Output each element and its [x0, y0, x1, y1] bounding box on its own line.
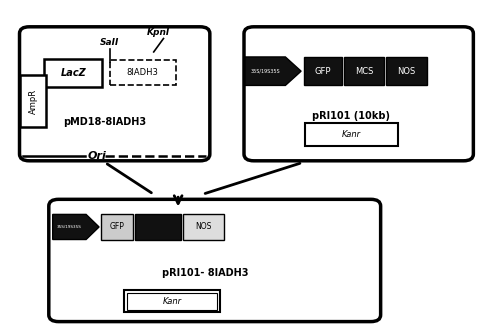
Bar: [386, 57, 427, 85]
Polygon shape: [245, 57, 301, 85]
FancyBboxPatch shape: [20, 27, 210, 161]
Text: NOS: NOS: [195, 222, 212, 231]
Bar: [305, 123, 398, 146]
Text: 35S/19S35S: 35S/19S35S: [57, 225, 82, 229]
Text: GFP: GFP: [314, 67, 331, 76]
Text: MCS: MCS: [355, 67, 373, 76]
Text: pRI101 (10kb): pRI101 (10kb): [312, 111, 390, 121]
Bar: [344, 57, 384, 85]
Text: 35S/19S35S: 35S/19S35S: [250, 69, 280, 74]
Bar: [304, 57, 342, 85]
FancyBboxPatch shape: [49, 199, 381, 322]
Bar: [20, 75, 46, 127]
Text: AmpR: AmpR: [29, 89, 38, 114]
Text: KpnI: KpnI: [147, 28, 170, 37]
Bar: [183, 214, 224, 240]
Bar: [110, 60, 176, 85]
Bar: [101, 214, 133, 240]
Bar: [124, 290, 220, 312]
Text: LacZ: LacZ: [61, 68, 86, 78]
Text: NOS: NOS: [397, 67, 416, 76]
Text: Kanr: Kanr: [163, 297, 182, 306]
Bar: [127, 293, 217, 310]
Polygon shape: [53, 214, 99, 240]
Text: Kanr: Kanr: [342, 130, 361, 139]
FancyBboxPatch shape: [244, 27, 473, 161]
Text: pMD18-8IADH3: pMD18-8IADH3: [63, 117, 146, 127]
Bar: [135, 214, 181, 240]
Text: pRI101- 8IADH3: pRI101- 8IADH3: [162, 268, 248, 278]
Text: GFP: GFP: [109, 222, 124, 231]
Bar: [44, 59, 102, 87]
Text: 8IADH3: 8IADH3: [127, 68, 159, 77]
Text: Ori: Ori: [88, 151, 107, 161]
Text: SaII: SaII: [100, 38, 120, 47]
